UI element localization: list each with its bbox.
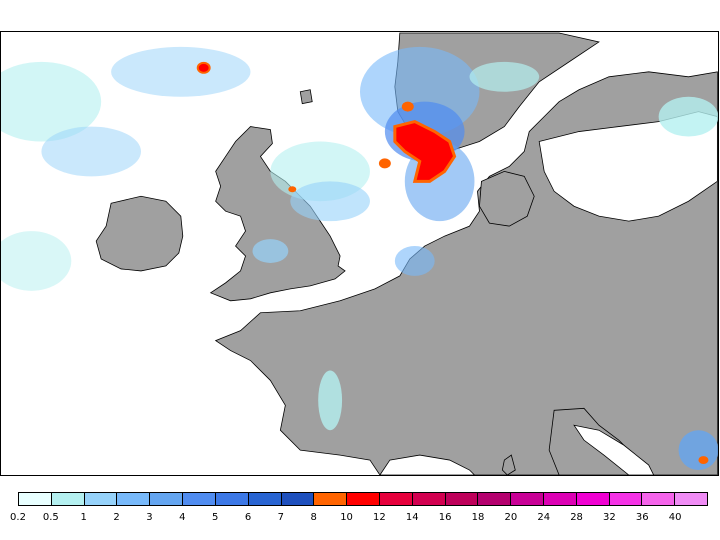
legend-swatch [412,493,446,505]
legend-swatch [51,493,85,505]
precipitation-map [0,31,719,476]
legend-tick-label: 3 [146,512,153,523]
legend-swatch [445,493,479,505]
legend-swatch [84,493,118,505]
legend-tick-label: 4 [179,512,186,523]
precipitation-layer [1,46,718,471]
legend-swatch [347,493,380,505]
legend-tick-label: 10 [340,512,353,523]
heavy-precip-core [393,120,457,183]
map-canvas [1,32,718,475]
legend-swatch [19,493,52,505]
legend-swatch [379,493,413,505]
legend-swatch [675,493,708,505]
sea-layer [379,111,718,475]
legend-swatch [150,493,184,505]
legend-tick-label: 32 [603,512,616,523]
precipitation-legend-colorbar [18,492,708,506]
legend-tick-label: 5 [211,512,219,523]
adriatic-sea [573,424,655,475]
shetland-islands [299,89,313,105]
legend-tick-label: 7 [277,512,285,523]
legend-swatch [183,493,216,505]
legend-tick-label: 8 [310,512,317,523]
legend-swatch [609,493,643,505]
legend-tick-label: 12 [373,512,386,523]
legend-swatch [215,493,249,505]
legend-swatch [642,493,676,505]
legend-tick-label: 24 [537,512,551,523]
legend-tick-label: 40 [668,512,682,523]
ireland-landmass [95,195,184,272]
mediterranean-sea [379,454,476,475]
baltic-sea [538,111,718,222]
legend-swatch [248,493,282,505]
legend-tick-label: 2 [113,512,120,523]
legend-tick-label: 16 [438,512,452,523]
corsica-landmass [501,454,516,475]
legend-tick-label: 0.5 [42,512,59,523]
precipitation-legend-labels: 0.2 0.5 1 2 3 4 5 6 7 8 10 12 14 16 18 20 24 28 32 36 40 [10,512,708,526]
legend-tick-label: 6 [244,512,252,523]
legend-tick-label: 28 [570,512,583,523]
legend-swatch [314,493,348,505]
legend-swatch [544,493,577,505]
legend-swatch [281,493,315,505]
legend-tick-label: 18 [471,512,485,523]
legend-swatch [117,493,151,505]
legend-tick-label: 36 [635,512,649,523]
legend-tick-label: 20 [504,512,518,523]
legend-tick-label: 1 [80,512,87,523]
legend-tick-label: 0.2 [10,512,26,523]
legend-swatch [478,493,512,505]
denmark-landmass [479,170,535,227]
legend-tick-label: 14 [405,512,419,523]
legend-swatch [576,493,610,505]
legend-swatch [511,493,544,505]
